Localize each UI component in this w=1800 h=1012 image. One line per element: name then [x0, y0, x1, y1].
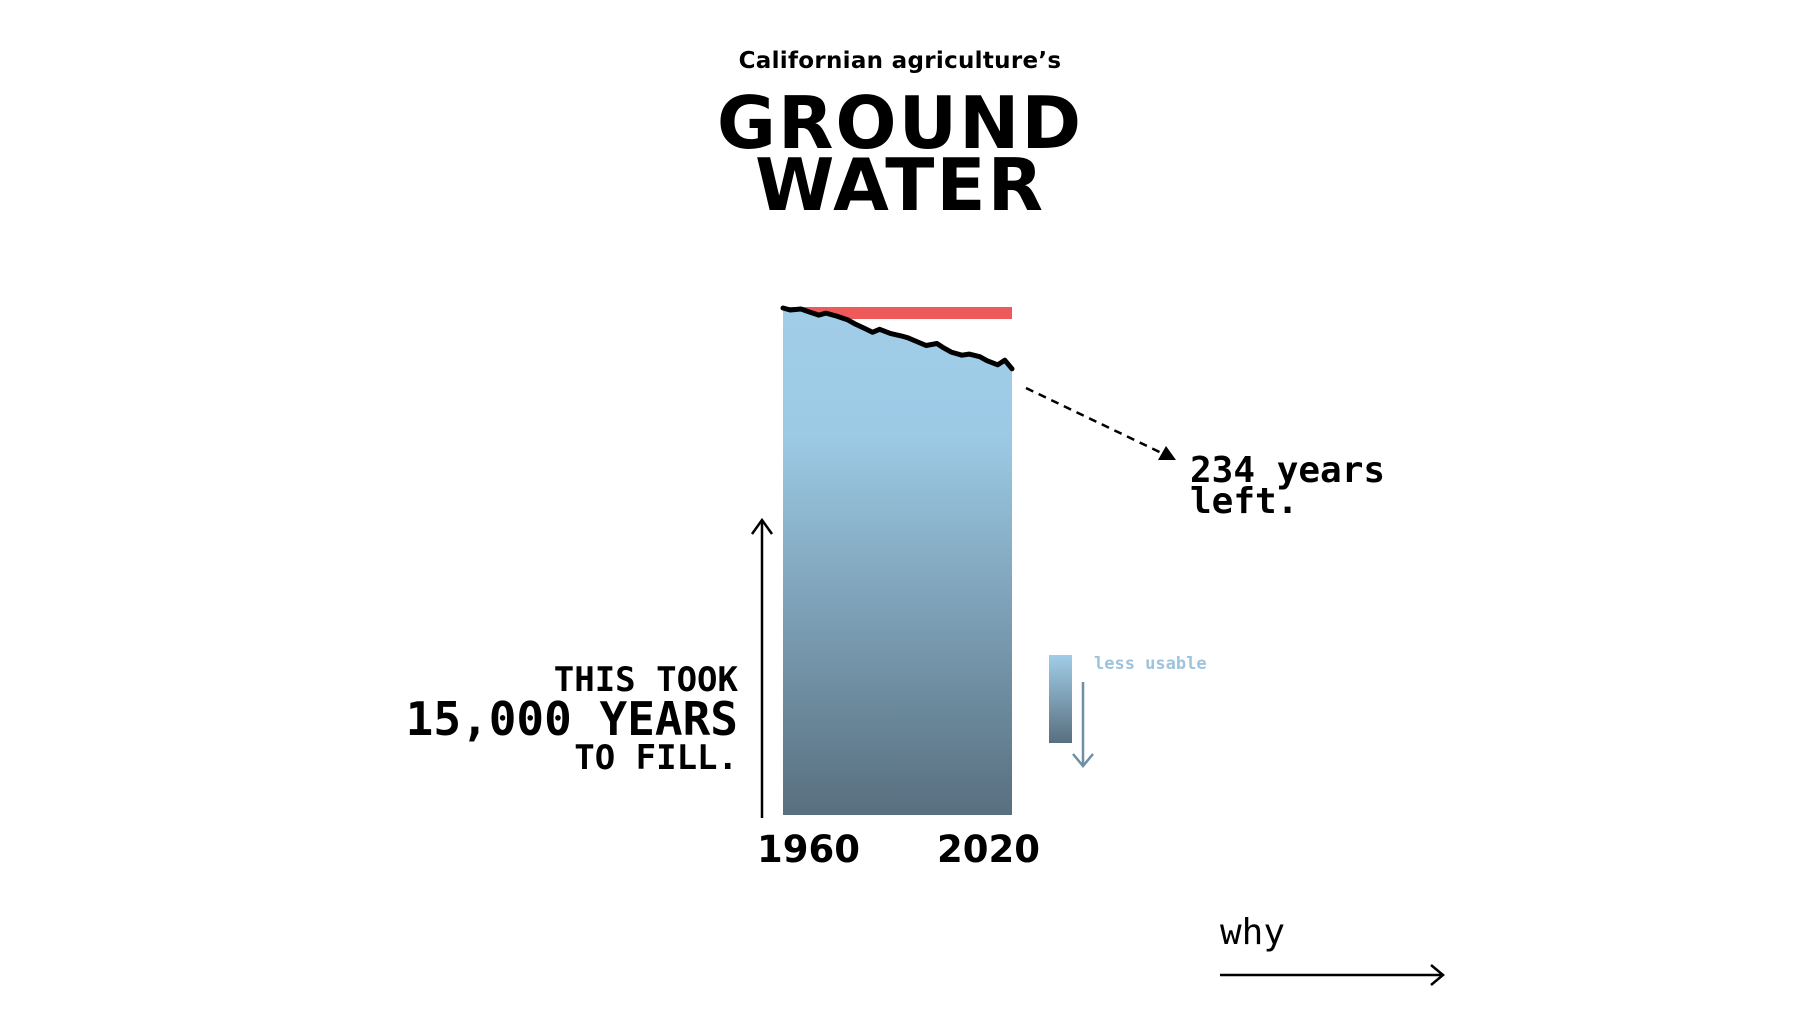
- years-left-line-2: left.: [1190, 481, 1299, 522]
- why-arrow-head[interactable]: [1430, 964, 1445, 986]
- years-left-line-1: 234 years: [1190, 450, 1386, 491]
- title-line-2: WATER: [754, 143, 1046, 227]
- x-tick-1960: 1960: [757, 828, 860, 871]
- title-line-1: GROUND: [716, 81, 1084, 165]
- x-tick-2020: 2020: [937, 828, 1040, 871]
- subtitle: Californian agriculture’s: [738, 48, 1062, 74]
- water-area: [783, 308, 1012, 815]
- fill-time-line-3: TO FILL.: [574, 738, 738, 778]
- projection-arrow-head: [1158, 446, 1176, 460]
- water-level-line: [780, 305, 1015, 372]
- fill-time-arrow-head: [750, 517, 774, 535]
- projection-arrow: [1025, 386, 1171, 459]
- less-usable-gradient: [1049, 655, 1072, 743]
- fill-time-line-2: 15,000 YEARS: [405, 692, 738, 746]
- fill-time-annotation: THIS TOOK 15,000 YEARS TO FILL.: [406, 662, 738, 776]
- why-link[interactable]: why: [1220, 912, 1286, 953]
- less-usable-label: less usable: [1094, 654, 1207, 674]
- fill-time-line-1: THIS TOOK: [553, 660, 738, 700]
- less-usable-arrow-head: [1072, 753, 1094, 768]
- years-left-annotation: 234 years left.: [1190, 450, 1450, 522]
